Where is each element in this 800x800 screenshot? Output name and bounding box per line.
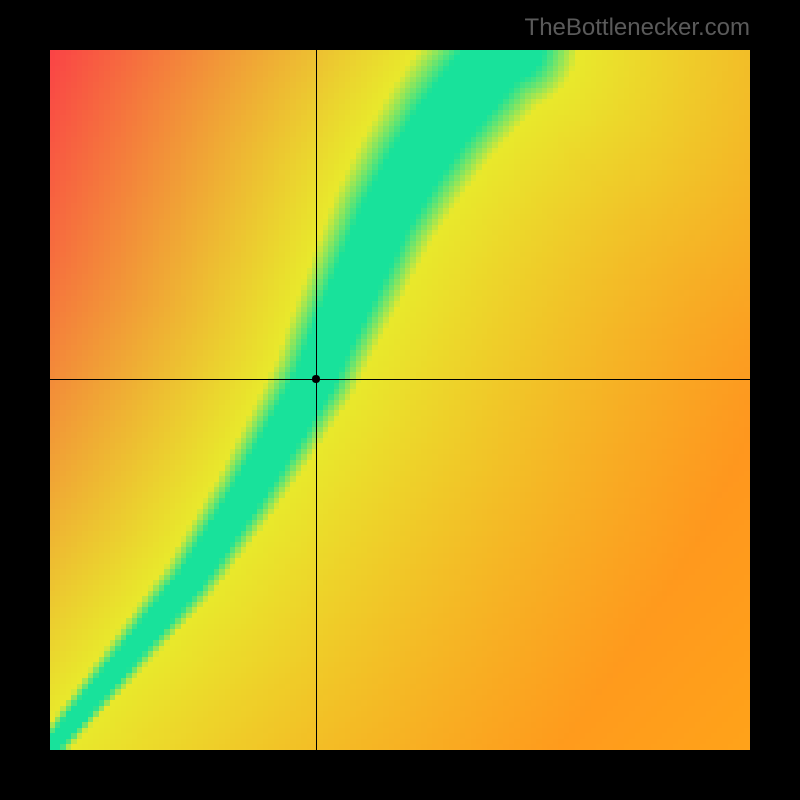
chart-stage: TheBottlenecker.com [0,0,800,800]
bottleneck-heatmap [50,50,750,750]
watermark-text: TheBottlenecker.com [525,14,750,42]
